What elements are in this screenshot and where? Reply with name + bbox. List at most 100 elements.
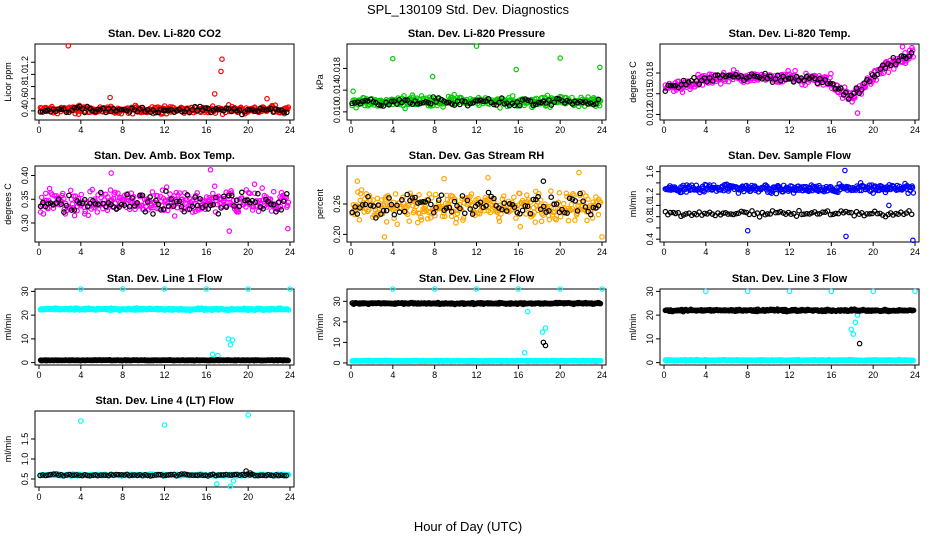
data-point — [593, 101, 599, 107]
data-point — [856, 187, 863, 194]
data-point — [61, 209, 67, 215]
series-2 — [37, 188, 290, 217]
data-point — [424, 216, 431, 222]
data-point — [580, 198, 586, 205]
y-tick-label: 0.8 — [645, 210, 655, 223]
y-tick-label: 10 — [332, 337, 342, 347]
data-point — [587, 211, 594, 218]
data-point — [163, 188, 169, 194]
data-point — [157, 106, 164, 113]
data-point — [574, 100, 581, 106]
data-point — [402, 105, 408, 112]
outlier-point — [473, 43, 480, 50]
data-point — [772, 209, 779, 216]
panel-title: Stan. Dev. Sample Flow — [728, 150, 851, 162]
data-point — [383, 207, 390, 214]
data-point — [767, 73, 773, 80]
data-point — [874, 71, 881, 78]
data-point — [63, 202, 70, 209]
data-point — [764, 211, 771, 217]
x-tick-label: 20 — [555, 370, 565, 380]
data-point — [830, 211, 836, 218]
data-point — [519, 207, 526, 214]
data-point — [885, 69, 892, 76]
data-point — [409, 101, 416, 108]
data-point — [281, 109, 287, 115]
data-point — [754, 73, 760, 80]
data-point — [851, 212, 858, 219]
data-point — [207, 202, 214, 209]
data-point — [837, 85, 844, 92]
x-tick-label: 12 — [784, 370, 794, 380]
x-tick-label: 24 — [285, 247, 295, 257]
x-tick-label: 0 — [661, 247, 666, 257]
data-point — [506, 201, 513, 207]
data-point — [819, 209, 826, 216]
data-point — [197, 103, 203, 110]
data-point — [285, 307, 292, 313]
outlier-point — [209, 351, 216, 358]
outlier-point — [287, 286, 293, 292]
data-point — [773, 190, 780, 197]
data-point — [103, 203, 109, 210]
data-point — [469, 211, 476, 217]
data-point — [357, 205, 363, 211]
data-point — [362, 201, 369, 208]
data-point — [55, 196, 62, 203]
data-point — [662, 88, 669, 95]
x-tick-label: 4 — [703, 370, 708, 380]
outlier-point — [597, 64, 603, 71]
data-point — [252, 190, 258, 197]
outlier-point — [78, 286, 84, 292]
outlier-point — [227, 341, 234, 348]
y-tick-label: 1.0 — [20, 68, 30, 81]
data-point — [827, 211, 834, 218]
data-point — [39, 109, 46, 115]
data-point — [427, 201, 434, 208]
y-tick-label: 0.26 — [332, 195, 342, 213]
y-tick-label: 0 — [645, 360, 655, 365]
data-point — [496, 99, 503, 106]
data-point — [46, 185, 53, 192]
y-tick-label: 0.018 — [645, 62, 655, 85]
data-point — [906, 208, 912, 214]
data-point — [374, 195, 381, 202]
data-point — [126, 109, 133, 115]
outlier-point — [229, 337, 236, 343]
y-axis-label: ml/min — [628, 191, 638, 218]
data-point — [877, 66, 884, 72]
data-point — [503, 208, 510, 214]
data-point — [909, 44, 915, 51]
data-point — [231, 203, 237, 209]
data-point — [830, 81, 836, 87]
data-point — [160, 206, 167, 212]
data-point — [696, 209, 703, 215]
x-tick-label: 4 — [78, 247, 83, 257]
data-point — [399, 197, 405, 203]
data-point — [158, 207, 164, 213]
data-point — [378, 102, 384, 109]
x-tick-label: 12 — [159, 247, 169, 257]
data-point — [184, 106, 190, 112]
x-tick-label: 16 — [826, 370, 836, 380]
data-point — [843, 208, 849, 215]
y-tick-label: 0.012 — [645, 103, 655, 126]
outlier-point — [107, 94, 113, 101]
x-tick-label: 4 — [78, 492, 83, 502]
data-point — [223, 105, 230, 112]
data-point — [92, 201, 99, 207]
data-point — [215, 106, 222, 113]
data-point — [563, 190, 570, 197]
data-point — [284, 202, 291, 209]
data-point — [82, 196, 88, 203]
data-point — [532, 219, 539, 225]
data-point — [58, 201, 65, 207]
data-point — [472, 98, 479, 104]
outlier-point — [557, 55, 564, 61]
outlier-point — [285, 225, 291, 232]
data-point — [733, 210, 740, 217]
data-point — [546, 97, 552, 103]
panel-4: Stan. Dev. Amb. Box Temp.degrees C0 4 8 12 1… — [3, 150, 295, 257]
x-tick-label: 24 — [285, 370, 295, 380]
